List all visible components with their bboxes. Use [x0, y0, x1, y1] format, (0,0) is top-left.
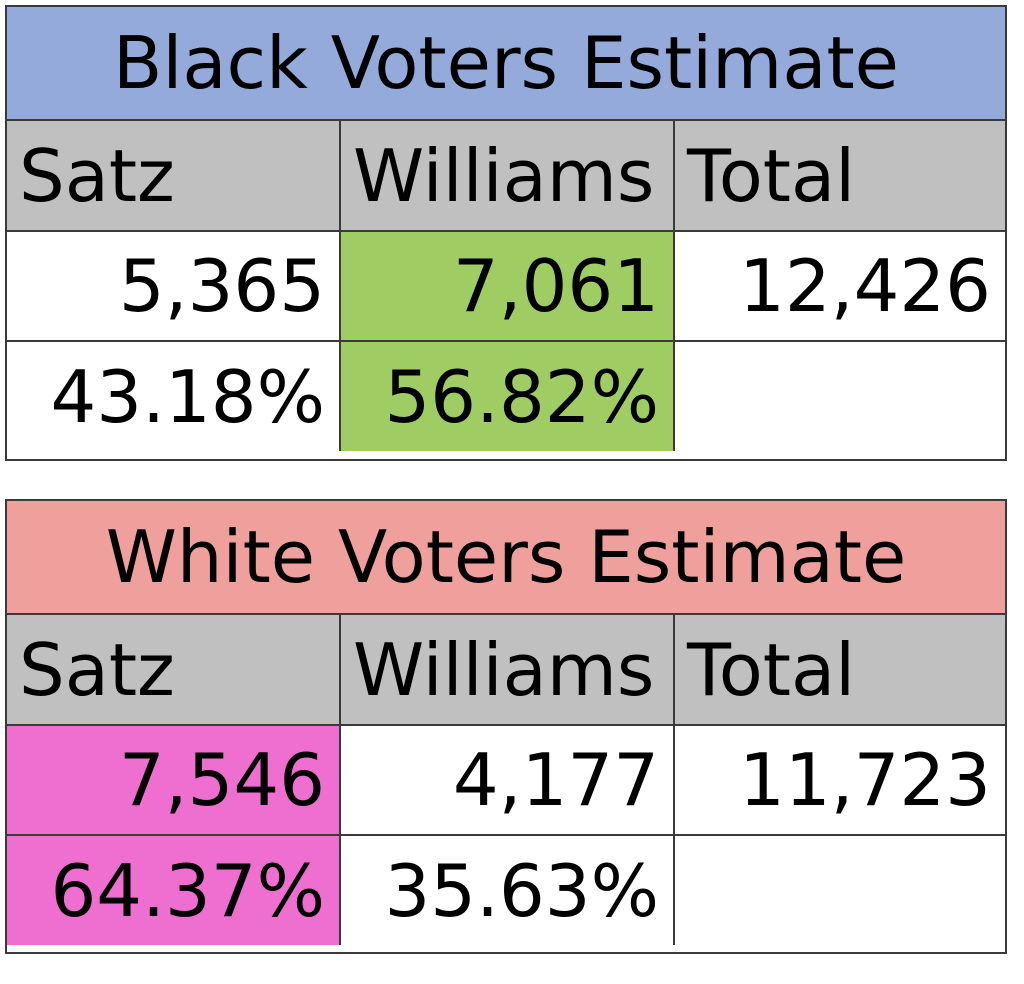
votes-row: 5,365 7,061 12,426 [7, 230, 1005, 342]
williams-votes: 7,061 [339, 230, 675, 342]
williams-percent: 35.63% [339, 834, 675, 945]
williams-votes: 4,177 [339, 724, 675, 836]
satz-percent: 43.18% [7, 340, 341, 451]
percent-row: 43.18% 56.82% [7, 340, 1005, 451]
percent-row: 64.37% 35.63% [7, 834, 1005, 945]
black-voters-estimate-table: Black Voters Estimate Satz Williams Tota… [5, 5, 1007, 461]
header-williams: Williams [339, 121, 675, 232]
header-williams: Williams [339, 615, 675, 726]
header-total: Total [673, 615, 1005, 726]
satz-votes: 5,365 [7, 230, 341, 342]
header-satz: Satz [7, 121, 341, 232]
votes-row: 7,546 4,177 11,723 [7, 724, 1005, 836]
total-votes: 12,426 [673, 230, 1005, 342]
white-voters-title: White Voters Estimate [7, 501, 1005, 615]
white-voters-grid: Satz Williams Total 7,546 4,177 11,723 6… [7, 615, 1005, 945]
satz-percent: 64.37% [7, 834, 341, 945]
header-row: Satz Williams Total [7, 615, 1005, 726]
total-percent-empty [673, 834, 1005, 945]
total-percent-empty [673, 340, 1005, 451]
black-voters-grid: Satz Williams Total 5,365 7,061 12,426 4… [7, 121, 1005, 451]
header-satz: Satz [7, 615, 341, 726]
white-voters-estimate-table: White Voters Estimate Satz Williams Tota… [5, 499, 1007, 954]
black-voters-title: Black Voters Estimate [7, 7, 1005, 121]
williams-percent: 56.82% [339, 340, 675, 451]
total-votes: 11,723 [673, 724, 1005, 836]
header-total: Total [673, 121, 1005, 232]
satz-votes: 7,546 [7, 724, 341, 836]
header-row: Satz Williams Total [7, 121, 1005, 232]
